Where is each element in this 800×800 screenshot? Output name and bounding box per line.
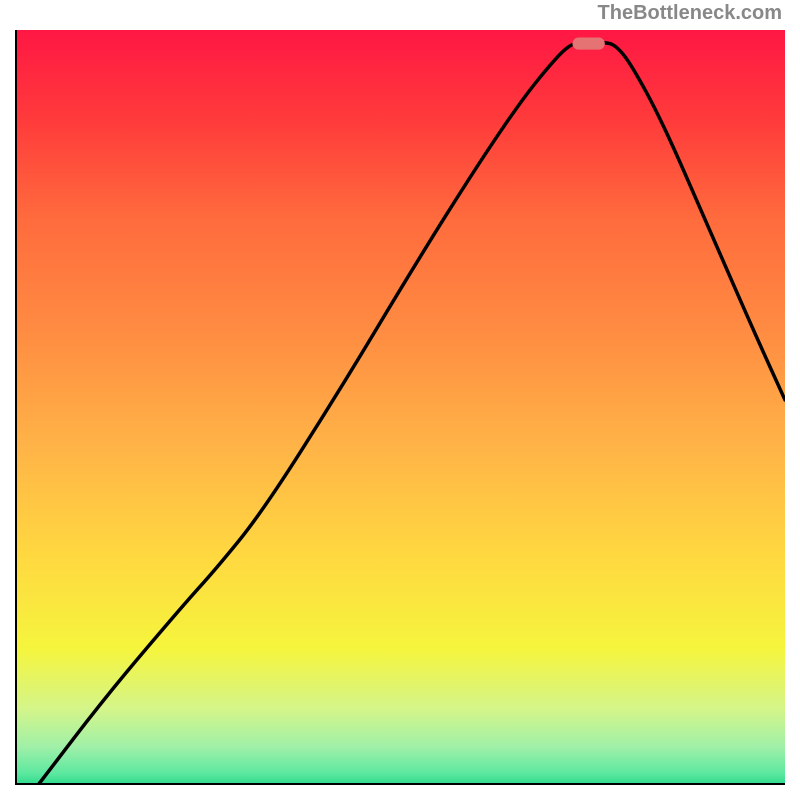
watermark-text: TheBottleneck.com — [598, 2, 782, 25]
chart-svg — [15, 15, 785, 785]
optimal-marker — [572, 38, 604, 50]
bottleneck-chart — [15, 15, 785, 785]
